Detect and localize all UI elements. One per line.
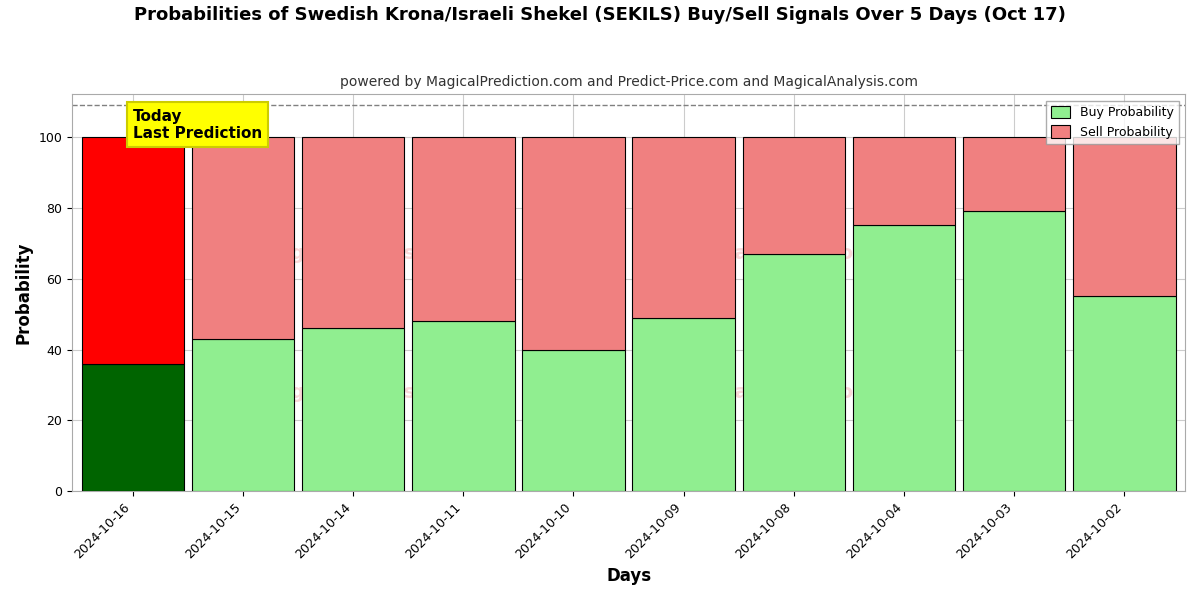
Text: MagicalAnalysis.com: MagicalAnalysis.com [258,383,487,401]
Bar [962,211,1066,491]
Bar [412,321,515,491]
Bar [192,339,294,491]
Bar [302,137,404,328]
Bar [853,137,955,226]
Bar [82,137,184,364]
Bar [743,254,845,491]
Bar [522,350,625,491]
Text: MagicalPrediction.com: MagicalPrediction.com [671,383,920,401]
Y-axis label: Probability: Probability [16,242,34,344]
Bar [1073,296,1176,491]
Bar [1073,137,1176,296]
Legend: Buy Probability, Sell Probability: Buy Probability, Sell Probability [1046,101,1178,144]
Bar [853,226,955,491]
Title: powered by MagicalPrediction.com and Predict-Price.com and MagicalAnalysis.com: powered by MagicalPrediction.com and Pre… [340,75,918,89]
Bar [412,137,515,321]
Bar [743,137,845,254]
Text: Today
Last Prediction: Today Last Prediction [133,109,262,141]
Bar [302,328,404,491]
Text: MagicalPrediction.com: MagicalPrediction.com [671,244,920,263]
Bar [522,137,625,350]
X-axis label: Days: Days [606,567,652,585]
Bar [82,364,184,491]
Bar [632,317,734,491]
Bar [192,137,294,339]
Bar [962,137,1066,211]
Text: MagicalAnalysis.com: MagicalAnalysis.com [258,244,487,263]
Bar [632,137,734,317]
Text: Probabilities of Swedish Krona/Israeli Shekel (SEKILS) Buy/Sell Signals Over 5 D: Probabilities of Swedish Krona/Israeli S… [134,6,1066,24]
